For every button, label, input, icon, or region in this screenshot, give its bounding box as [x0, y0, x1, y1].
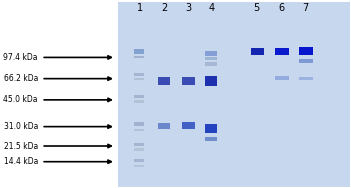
FancyBboxPatch shape	[134, 159, 144, 162]
Text: 66.2 kDa: 66.2 kDa	[4, 74, 38, 83]
Bar	[118, 104, 350, 113]
Bar	[118, 113, 350, 122]
FancyBboxPatch shape	[205, 76, 218, 86]
Text: 31.0 kDa: 31.0 kDa	[4, 122, 38, 131]
Bar	[118, 140, 350, 150]
Text: 14.4 kDa: 14.4 kDa	[4, 157, 38, 166]
Bar	[118, 122, 350, 131]
FancyBboxPatch shape	[134, 56, 144, 58]
FancyBboxPatch shape	[275, 48, 289, 55]
Text: 1: 1	[137, 3, 143, 13]
Bar	[118, 94, 350, 104]
Bar	[118, 30, 350, 39]
FancyBboxPatch shape	[134, 73, 144, 76]
FancyBboxPatch shape	[299, 77, 313, 80]
Bar	[118, 168, 350, 177]
FancyBboxPatch shape	[134, 122, 144, 126]
Bar	[118, 85, 350, 94]
Text: 45.0 kDa: 45.0 kDa	[4, 95, 38, 104]
FancyBboxPatch shape	[205, 124, 218, 133]
Bar	[118, 177, 350, 187]
Text: 6: 6	[278, 3, 284, 13]
FancyBboxPatch shape	[205, 137, 218, 141]
FancyBboxPatch shape	[183, 122, 195, 129]
FancyBboxPatch shape	[134, 100, 144, 103]
FancyBboxPatch shape	[299, 47, 313, 55]
FancyBboxPatch shape	[251, 48, 264, 55]
Bar	[118, 57, 350, 67]
FancyBboxPatch shape	[118, 2, 350, 187]
Text: 97.4 kDa: 97.4 kDa	[4, 53, 38, 62]
Bar	[118, 67, 350, 76]
FancyBboxPatch shape	[134, 49, 144, 54]
Text: 5: 5	[254, 3, 260, 13]
Bar	[118, 159, 350, 168]
FancyBboxPatch shape	[205, 51, 218, 56]
Bar	[118, 76, 350, 85]
Text: 2: 2	[161, 3, 167, 13]
Bar	[118, 2, 350, 11]
Text: 4: 4	[208, 3, 214, 13]
Text: 7: 7	[302, 3, 309, 13]
Text: 3: 3	[186, 3, 192, 13]
Bar	[118, 39, 350, 48]
Bar	[118, 11, 350, 20]
FancyBboxPatch shape	[134, 165, 144, 167]
Bar	[118, 131, 350, 140]
FancyBboxPatch shape	[299, 59, 313, 63]
FancyBboxPatch shape	[134, 129, 144, 131]
FancyBboxPatch shape	[205, 57, 218, 60]
FancyBboxPatch shape	[158, 77, 171, 85]
FancyBboxPatch shape	[134, 143, 144, 146]
FancyBboxPatch shape	[275, 76, 289, 80]
FancyBboxPatch shape	[134, 78, 144, 80]
FancyBboxPatch shape	[134, 95, 144, 98]
FancyBboxPatch shape	[158, 123, 171, 129]
Bar	[118, 150, 350, 159]
Text: 21.5 kDa: 21.5 kDa	[4, 142, 38, 151]
FancyBboxPatch shape	[183, 77, 195, 85]
Bar	[118, 20, 350, 30]
FancyBboxPatch shape	[134, 148, 144, 151]
FancyBboxPatch shape	[205, 62, 218, 66]
Bar	[118, 48, 350, 57]
